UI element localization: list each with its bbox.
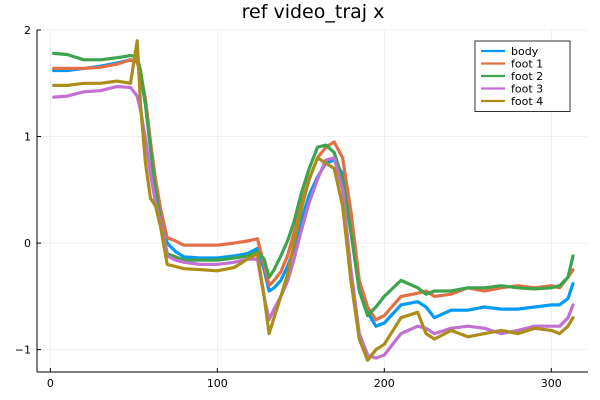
series-line-foot-2: [52, 51, 575, 318]
series-line-foot-3: [52, 84, 575, 360]
chart-title: ref video_traj x: [242, 1, 385, 23]
legend-label: foot 4: [511, 95, 543, 108]
legend-label: foot 2: [511, 70, 543, 83]
x-tick-label: 0: [47, 377, 54, 390]
y-tick-label: 1: [24, 131, 31, 144]
series-line-foot-4: [52, 39, 575, 362]
x-tick-label: 200: [374, 377, 395, 390]
legend-label: foot 3: [511, 83, 543, 96]
y-tick-label: −1: [15, 344, 31, 357]
legend-label: foot 1: [511, 58, 543, 71]
y-tick-label: 2: [24, 24, 31, 37]
legend-label: body: [511, 45, 539, 58]
y-tick-label: 0: [24, 237, 31, 250]
x-tick-label: 300: [541, 377, 562, 390]
series-layer: [52, 39, 575, 362]
x-tick-label: 100: [207, 377, 228, 390]
axis-layer: 0 100 200 300 −1 0 1 2: [15, 24, 588, 390]
